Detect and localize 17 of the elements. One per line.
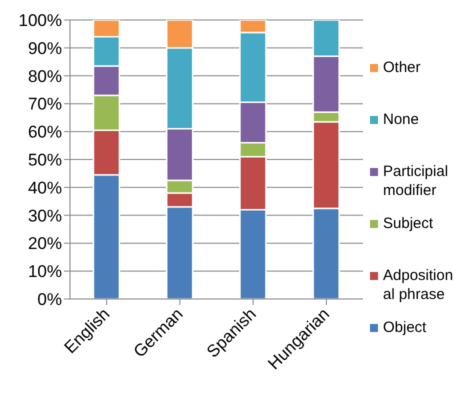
legend-label: Subject [383, 214, 434, 233]
y-tick-label: 70% [28, 94, 62, 114]
legend-label: Adpositional phrase [383, 266, 454, 304]
y-tick-label: 10% [28, 262, 62, 282]
y-tick-label: 80% [28, 66, 62, 86]
legend-label: Object [383, 318, 428, 337]
y-tick-label: 30% [28, 206, 62, 226]
legend-label: Participial modifier [383, 162, 450, 200]
legend-label: Other [383, 58, 422, 77]
y-tick-label: 50% [28, 150, 62, 170]
y-tick-label: 90% [28, 38, 62, 58]
y-tick-label: 100% [18, 11, 62, 30]
legend-label: None [383, 110, 420, 129]
y-tick-label: 20% [28, 234, 62, 254]
y-tick-label: 40% [28, 178, 62, 198]
y-tick-label: 60% [28, 122, 62, 142]
y-tick-label: 0% [37, 290, 62, 310]
